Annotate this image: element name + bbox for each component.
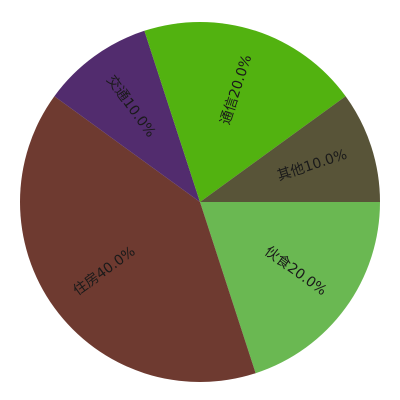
pie-slice — [144, 22, 346, 202]
pie-slice — [19, 96, 256, 383]
pie-slice — [54, 30, 201, 202]
pie-slice — [200, 202, 380, 374]
pie-slice — [200, 96, 380, 202]
